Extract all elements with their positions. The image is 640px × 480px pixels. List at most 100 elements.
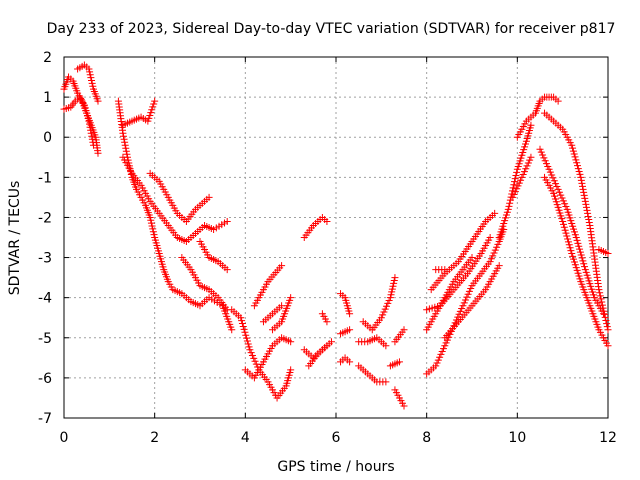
series-s13 [259,302,286,326]
data-point [94,97,102,105]
series-s19 [337,290,354,318]
y-tick-label: -1 [38,170,52,186]
data-point [565,241,573,249]
data-point [493,243,501,251]
data-point [395,358,403,366]
data-point [527,153,535,161]
data-point [391,274,399,282]
series-s9 [196,238,231,274]
data-point [559,197,567,205]
data-point [581,197,589,205]
data-point [510,181,518,189]
data-point [553,183,561,191]
data-point [120,135,128,143]
data-point [570,150,578,158]
data-point [243,337,251,345]
data-point [247,349,255,357]
data-point [241,328,249,336]
data-point [604,342,612,350]
data-point [382,378,390,386]
data-point [122,147,130,155]
series-s26 [386,358,403,370]
data-point [559,217,567,225]
data-point [527,121,535,129]
data-point [561,200,569,208]
data-point [323,342,331,350]
data-point [385,297,393,305]
data-point [555,188,563,196]
data-markers [60,61,612,410]
series-s36 [513,93,562,141]
data-point [146,213,154,221]
data-point [564,238,572,246]
data-point [438,348,446,356]
data-point [596,289,604,297]
data-point [558,194,566,202]
data-point [144,117,152,125]
data-point [508,187,516,195]
data-point [511,175,519,183]
data-point [123,150,131,158]
data-point [560,223,568,231]
y-tick-label: -4 [38,291,52,307]
data-point [446,330,454,338]
data-point [400,326,408,334]
data-point [432,362,440,370]
data-point [468,254,476,262]
data-point [599,310,607,318]
series-s2 [60,93,97,149]
series-s8 [178,254,231,314]
x-axis-label: GPS time / hours [277,459,394,475]
data-point [559,220,567,228]
x-tick-label: 8 [422,430,431,446]
series-s20 [337,326,354,338]
data-point [575,167,583,175]
series-s40 [595,246,612,258]
data-point [574,165,582,173]
data-point [400,402,408,410]
data-point [381,305,389,313]
series-s11 [241,334,295,382]
y-tick-label: 1 [43,90,52,106]
data-point [287,294,295,302]
data-point [433,359,441,367]
data-point [581,263,589,271]
data-point [88,79,96,87]
series-s17 [305,342,331,370]
data-point [346,326,354,334]
data-point [434,356,442,364]
data-point [456,307,464,315]
y-tick-label: -2 [38,210,52,226]
data-point [86,68,94,76]
data-point [583,206,591,214]
data-point [509,184,517,192]
series-s27 [391,386,408,410]
data-point [87,74,95,82]
data-point [604,326,612,334]
data-point [574,239,582,247]
data-point [460,299,468,307]
data-point [147,109,155,117]
data-point [86,71,94,79]
series-s33 [432,266,449,274]
data-point [514,182,522,190]
x-tick-label: 6 [332,430,341,446]
data-point [584,209,592,217]
series-s3 [74,61,102,105]
data-point [596,292,604,300]
data-point [536,145,544,153]
data-point [120,132,127,140]
data-point [520,168,528,176]
series-s16 [300,338,335,362]
series-s37 [541,109,612,334]
data-point [537,148,545,156]
data-point [577,251,585,259]
data-point [239,322,247,330]
series-s15 [300,213,331,241]
data-point [576,170,584,178]
data-point [601,313,609,321]
data-point [238,320,246,328]
data-point [523,162,531,170]
